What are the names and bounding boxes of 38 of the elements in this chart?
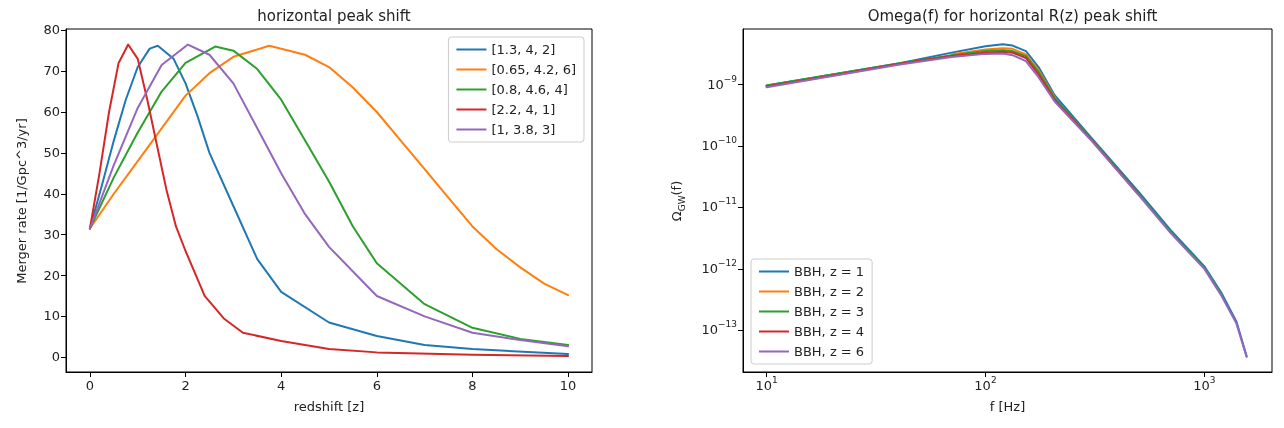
- chart-title: Omega(f) for horizontal R(z) peak shift: [867, 6, 1158, 25]
- legend-label: BBH, z = 1: [794, 264, 865, 279]
- y-tick-label: 10$^{−12}$: [701, 258, 737, 277]
- y-tick-label: 40: [43, 185, 60, 202]
- y-tick-label: 0: [51, 349, 60, 366]
- x-tick-label: 10: [559, 378, 577, 394]
- x-tick-label: 2: [181, 378, 190, 394]
- y-tick-label: 50: [43, 145, 60, 161]
- x-tick-label: 6: [372, 378, 381, 394]
- legend-label: BBH, z = 3: [794, 304, 865, 319]
- y-tick-label: 10$^{−11}$: [701, 196, 737, 216]
- x-tick-label: 0: [85, 378, 95, 394]
- y-tick-label: 10$^{−10}$: [701, 135, 737, 154]
- y-tick-label: 70: [43, 63, 60, 79]
- y-axis-title: Merger rate [1/Gpc^3/yr]: [14, 117, 30, 284]
- x-tick-label: 10$^{1}$: [755, 375, 778, 394]
- legend-label: [0.65, 4.2, 6]: [491, 62, 577, 77]
- y-tick-label: 80: [43, 22, 60, 39]
- x-tick-label: 10$^{2}$: [974, 375, 997, 394]
- legend-label: BBH, z = 6: [794, 344, 865, 359]
- chart-title: horizontal peak shift: [257, 6, 411, 25]
- y-tick-label: 60: [43, 104, 60, 120]
- x-tick-label: 10$^{3}$: [1193, 375, 1216, 394]
- legend-label: BBH, z = 4: [794, 324, 865, 339]
- y-tick-label: 10$^{−9}$: [707, 73, 737, 93]
- x-tick-label: 8: [468, 378, 477, 394]
- y-tick-label: 30: [43, 226, 60, 243]
- x-axis-title: redshift [z]: [293, 399, 365, 415]
- legend-label: [1.3, 4, 2]: [491, 42, 556, 57]
- y-tick-label: 10$^{−13}$: [701, 319, 737, 339]
- y-tick-label: 20: [43, 267, 60, 284]
- legend-label: [0.8, 4.6, 4]: [491, 82, 568, 97]
- x-axis-title: f [Hz]: [989, 399, 1026, 415]
- y-tick-label: 10: [43, 308, 60, 325]
- legend-label: BBH, z = 2: [794, 284, 865, 299]
- legend-label: [2.2, 4, 1]: [491, 102, 556, 117]
- legend-label: [1, 3.8, 3]: [491, 122, 556, 137]
- x-tick-label: 4: [277, 378, 286, 394]
